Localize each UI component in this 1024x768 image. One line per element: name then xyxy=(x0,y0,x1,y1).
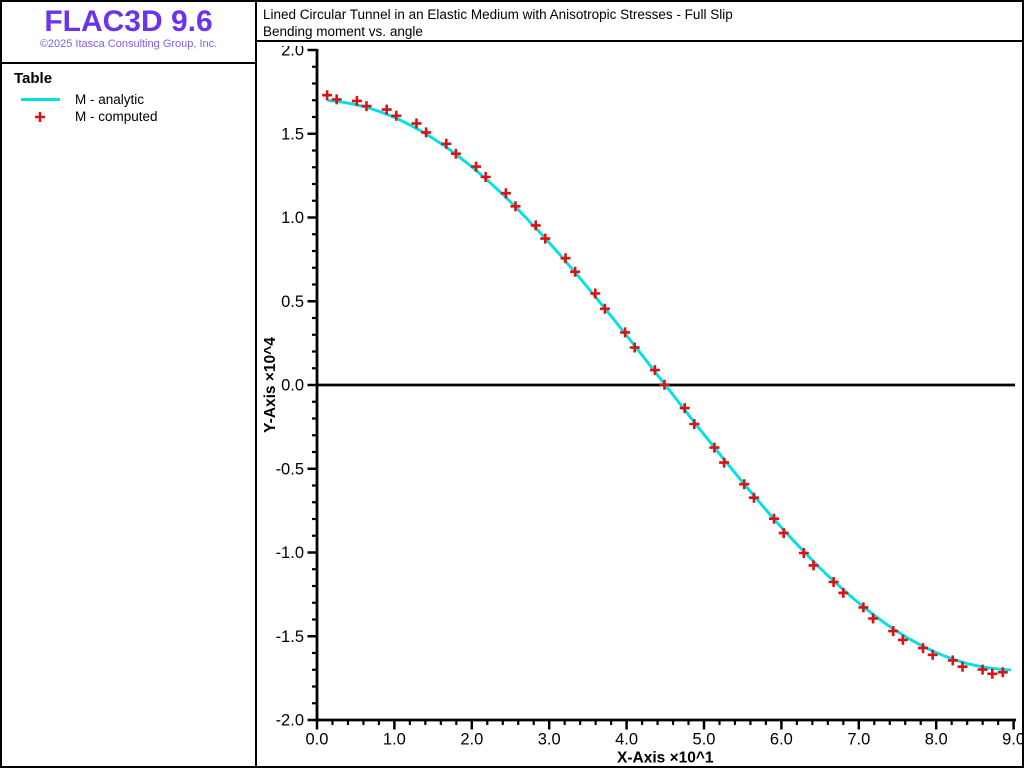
x-tick-label: 4.0 xyxy=(615,731,638,749)
legend-title: Table xyxy=(14,70,53,87)
data-point-marker xyxy=(888,626,899,637)
flac3d-logo: FLAC3D 9.6 xyxy=(44,5,213,38)
data-point-marker xyxy=(778,528,789,539)
data-point-marker xyxy=(947,655,958,666)
data-point-marker xyxy=(391,110,402,121)
data-point-marker xyxy=(560,253,571,264)
data-point-marker xyxy=(471,161,482,172)
x-tick-label: 8.0 xyxy=(925,731,948,749)
y-tick-label: -1.5 xyxy=(276,628,304,646)
data-point-marker xyxy=(322,90,333,101)
data-point-marker xyxy=(808,560,819,571)
data-point-marker xyxy=(421,127,432,138)
x-tick-label: 2.0 xyxy=(460,731,483,749)
data-point-marker xyxy=(629,342,640,353)
data-point-marker xyxy=(530,220,541,231)
data-point-marker xyxy=(927,649,938,660)
data-point-marker xyxy=(828,577,839,587)
plot-title-line2: Bending moment vs. angle xyxy=(263,24,423,39)
data-point-marker xyxy=(719,457,730,468)
x-tick-label: 0.0 xyxy=(306,731,329,749)
y-axis-title: Y-Axis ×10^4 xyxy=(262,337,279,433)
data-point-marker xyxy=(510,201,521,212)
data-point-marker xyxy=(570,266,581,277)
y-tick-label: 2.0 xyxy=(281,46,304,60)
data-point-marker xyxy=(748,492,759,503)
data-point-marker xyxy=(897,634,908,645)
data-point-marker xyxy=(411,118,422,129)
chart-canvas[interactable]: 0.0 1.0 2.0 3.0 4.0 5.0 6.0 7.0 8.0 9.0 2.0 1.5 1.0 0… xyxy=(259,42,1022,767)
y-tick-label: 0.5 xyxy=(281,293,304,311)
data-point-marker xyxy=(977,664,988,675)
x-axis-title: X-Axis ×10^1 xyxy=(617,750,714,767)
x-tick-label: 7.0 xyxy=(847,731,870,749)
sidebar: FLAC3D 9.6 ©2025 Itasca Consulting Group… xyxy=(2,2,257,766)
data-point-marker xyxy=(361,101,372,112)
data-point-marker xyxy=(659,379,670,390)
legend-item-label: M - computed xyxy=(75,109,158,124)
data-point-marker xyxy=(769,513,779,524)
data-point-marker xyxy=(500,188,511,199)
x-tick-label: 5.0 xyxy=(693,731,716,749)
data-point-marker xyxy=(540,233,551,244)
y-tick-label: 0.0 xyxy=(281,377,304,395)
data-point-marker xyxy=(987,668,998,679)
computed-plus-swatch xyxy=(14,111,66,123)
data-point-marker xyxy=(679,403,690,414)
data-point-marker xyxy=(441,138,452,149)
data-point-marker xyxy=(689,419,700,429)
data-point-marker xyxy=(918,643,928,654)
data-point-marker xyxy=(381,104,392,115)
data-point-marker xyxy=(957,661,968,672)
y-tick-label: 1.0 xyxy=(281,209,304,227)
legend: Table M - analytic M - computed xyxy=(2,64,255,125)
data-point-marker xyxy=(450,148,461,159)
y-tick-label: 1.5 xyxy=(281,125,304,143)
plot-title-bar: Lined Circular Tunnel in an Elastic Medi… xyxy=(257,2,1022,42)
data-point-marker xyxy=(590,288,601,299)
plot-title-line1: Lined Circular Tunnel in an Elastic Medi… xyxy=(263,7,733,22)
copyright-text: ©2025 Itasca Consulting Group, Inc. xyxy=(39,38,218,50)
data-point-marker xyxy=(351,95,362,106)
data-point-marker xyxy=(620,327,631,338)
x-tick-label: 3.0 xyxy=(538,731,561,749)
y-tick-label: -1.0 xyxy=(276,544,304,562)
y-tick-label: -0.5 xyxy=(276,460,304,478)
logo-block: FLAC3D 9.6 ©2025 Itasca Consulting Group… xyxy=(2,2,255,64)
data-point-marker xyxy=(798,548,809,558)
data-point-marker xyxy=(649,365,660,376)
data-point-marker xyxy=(838,587,849,598)
data-point-marker xyxy=(709,442,720,453)
x-tick-label: 1.0 xyxy=(383,731,406,749)
analytic-line-swatch xyxy=(14,98,66,101)
line-swatch-icon xyxy=(20,98,60,101)
data-point-marker xyxy=(331,94,342,105)
x-tick-label: 9.0 xyxy=(1002,731,1022,749)
legend-item-computed: M - computed xyxy=(14,108,255,125)
legend-item-label: M - analytic xyxy=(75,92,145,107)
y-tick-label: -2.0 xyxy=(276,712,304,730)
plus-marker-icon xyxy=(35,111,45,122)
data-point-marker xyxy=(739,479,750,490)
data-point-marker xyxy=(480,172,491,182)
data-point-marker xyxy=(997,667,1008,678)
computed-points xyxy=(322,90,1008,679)
data-point-marker xyxy=(868,613,879,624)
legend-item-analytic: M - analytic xyxy=(14,91,255,108)
data-point-marker xyxy=(599,303,610,314)
x-tick-label: 6.0 xyxy=(770,731,793,749)
data-point-marker xyxy=(858,602,869,613)
plot-area: 0.0 1.0 2.0 3.0 4.0 5.0 6.0 7.0 8.0 9.0 2.0 1.5 1.0 0… xyxy=(259,42,1022,767)
